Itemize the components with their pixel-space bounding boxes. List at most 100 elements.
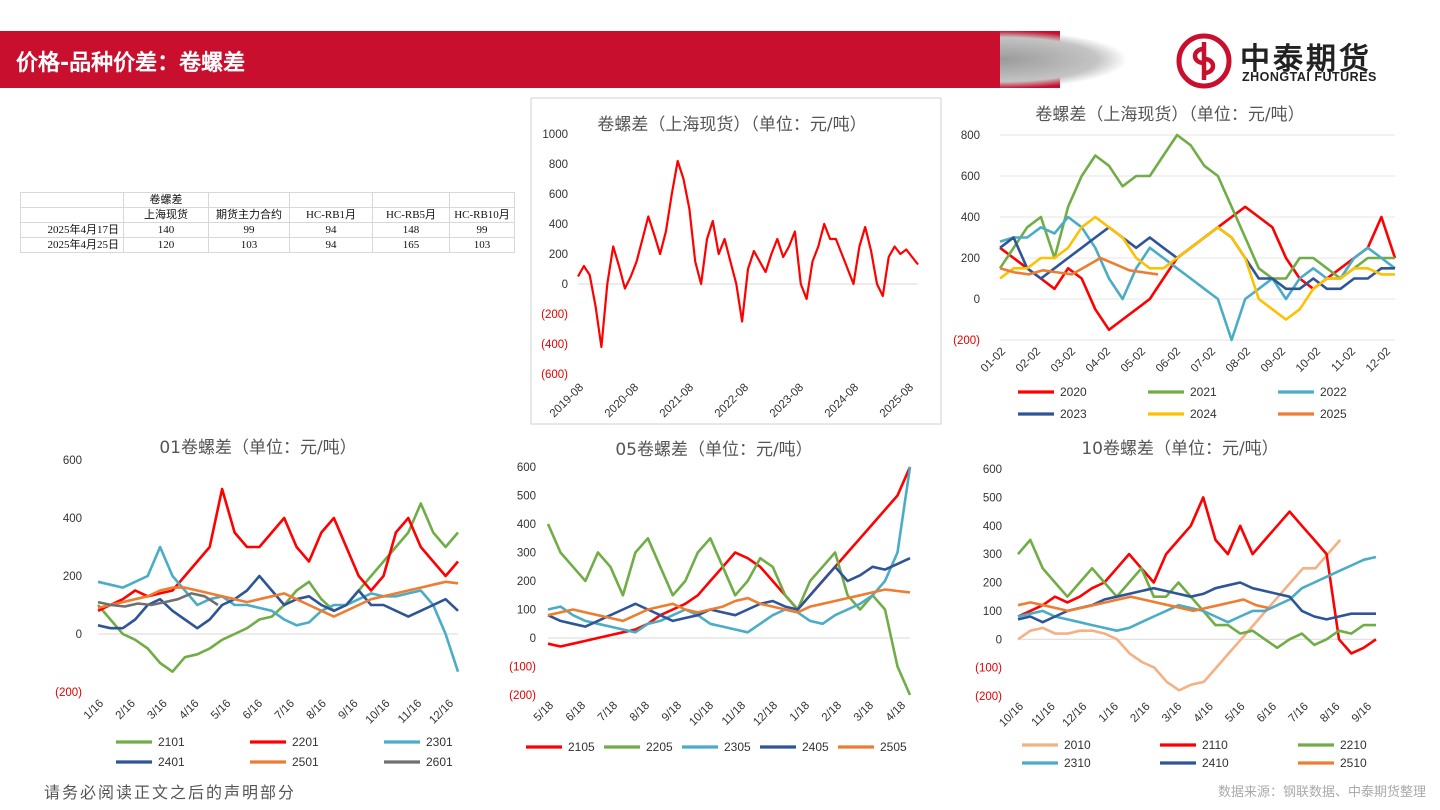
zhongtai-logo-icon [1176, 33, 1232, 89]
legend-label: 2510 [1340, 756, 1367, 770]
y-tick-label: 200 [517, 576, 536, 588]
y-tick-label: 1000 [542, 129, 568, 141]
y-tick-label: 400 [983, 521, 1002, 533]
legend-label: 2022 [1320, 385, 1347, 399]
header-shadow [1000, 31, 1125, 88]
y-tick-label: 100 [983, 606, 1002, 618]
x-tick-label: 3/16 [145, 698, 169, 722]
y-tick-label: 100 [517, 605, 536, 617]
x-tick-label: 5/16 [209, 698, 233, 722]
x-tick-label: 5/16 [1223, 701, 1247, 725]
y-tick-label: 500 [983, 492, 1002, 504]
y-tick-label: 600 [983, 464, 1002, 476]
footer-source: 数据来源：钢联数据、中泰期货整理 [1217, 785, 1426, 800]
cell-value: 140 [123, 222, 209, 238]
chart-title: 卷螺差（上海现货）（单位：元/吨） [597, 115, 866, 135]
x-tick-label: 09-02 [1259, 346, 1288, 375]
x-tick-label: 11-02 [1329, 346, 1358, 375]
logo-text-cn: 中泰期货 [1240, 42, 1372, 77]
legend-label: 2105 [568, 740, 595, 754]
x-tick-label: 02-02 [1014, 346, 1043, 375]
cell-value: 148 [372, 222, 450, 238]
legend-label: 2025 [1320, 407, 1347, 421]
x-tick-label: 4/16 [1192, 701, 1216, 725]
series-line-2210 [1017, 538, 1376, 650]
y-tick-label: 300 [983, 549, 1002, 561]
x-tick-label: 7/16 [1287, 701, 1311, 725]
legend-label: 2201 [292, 735, 319, 749]
y-tick-label: 0 [996, 634, 1002, 646]
chart-yearly: 卷螺差（上海现货）（单位：元/吨） 800 600 400 200 0 (200)01-02… [953, 105, 1397, 421]
chart-legend: 2101 2201 2301 2401 2501 2601 [116, 735, 453, 769]
legend-label: 2010 [1064, 738, 1091, 752]
series-line-2105 [547, 466, 912, 648]
legend-label: 2305 [724, 740, 751, 754]
y-tick-label: 400 [549, 219, 568, 231]
legend-label: 2301 [426, 735, 453, 749]
y-tick-label: (200) [975, 691, 1002, 703]
x-tick-label: 12/16 [427, 698, 456, 727]
y-tick-label: 400 [63, 513, 82, 525]
legend-label: 2401 [158, 755, 185, 769]
x-tick-label: 01-02 [979, 346, 1008, 375]
table-row: 2025年4月17日 140 99 94 148 99 [20, 222, 515, 238]
legend-label: 2101 [158, 735, 185, 749]
y-tick-label: 400 [961, 212, 980, 224]
y-tick-label: 0 [530, 633, 536, 645]
chart-c10: 10卷螺差（单位：元/吨） 600 500 400 300 200 100 0 (100) (20… [975, 439, 1377, 770]
y-tick-label: (600) [541, 369, 568, 381]
x-tick-label: 9/18 [660, 700, 684, 724]
y-tick-label: 200 [961, 253, 980, 265]
table-row: 2025年4月25日 120 103 94 165 103 [20, 237, 515, 253]
column-header: 期货主力合约 [208, 207, 290, 223]
cell-value: 165 [372, 237, 450, 253]
x-tick-label: 1/16 [1097, 701, 1121, 725]
series-line-2110 [1017, 496, 1377, 655]
x-tick-label: 8/16 [305, 698, 329, 722]
series-line-2101 [97, 502, 459, 674]
x-tick-label: 4/18 [884, 700, 908, 724]
y-tick-label: 500 [517, 491, 536, 503]
x-tick-label: 6/16 [241, 698, 265, 722]
series-line-2024 [999, 215, 1395, 321]
legend-label: 2501 [292, 755, 319, 769]
x-tick-label: 11/16 [396, 698, 424, 726]
y-tick-label: (200) [953, 335, 980, 347]
series-line-2010 [1017, 539, 1342, 692]
series-line-2305 [547, 466, 912, 634]
x-tick-label: 07-02 [1189, 346, 1218, 375]
series-line-2021 [998, 133, 1395, 280]
x-tick-label: 10/16 [364, 698, 393, 727]
x-tick-label: 8/18 [628, 700, 652, 724]
y-tick-label: (200) [55, 687, 82, 699]
legend-label: 2310 [1064, 756, 1091, 770]
series-line-2201 [97, 487, 459, 612]
x-tick-label: 05-02 [1119, 346, 1148, 375]
y-tick-label: (200) [541, 309, 568, 321]
column-header: 上海现货 [123, 207, 209, 223]
logo-text-en: ZHONGTAI FUTURES [1242, 70, 1377, 84]
chart-legend: 2105 2205 2305 2405 2505 [526, 740, 907, 754]
series-line-2401 [97, 574, 459, 630]
x-tick-label: 6/18 [564, 700, 588, 724]
footer-disclaimer: 请务必阅读正文之后的声明部分 [44, 783, 297, 802]
series-line-2505 [547, 588, 911, 623]
cell-value: 120 [123, 237, 209, 253]
header-bar [0, 31, 1060, 88]
series-line-2510 [1017, 595, 1269, 613]
x-tick-label: 06-02 [1154, 346, 1183, 375]
legend-label: 2024 [1190, 407, 1217, 421]
y-tick-label: (100) [975, 663, 1002, 675]
x-tick-label: 9/16 [1350, 701, 1374, 725]
y-tick-label: 800 [961, 130, 980, 142]
x-tick-label: 10-02 [1294, 346, 1323, 375]
x-tick-label: 11/16 [1030, 701, 1058, 729]
y-tick-label: 600 [63, 455, 82, 467]
cell-value: 103 [449, 237, 515, 253]
chart-spot: 卷螺差（上海现货）（单位：元/吨） 1000 800 600 400 200 0 (200) (… [530, 97, 942, 425]
x-tick-label: 12-02 [1364, 346, 1393, 375]
series-line-2301 [97, 545, 460, 673]
y-tick-label: 300 [517, 548, 536, 560]
legend-label: 2205 [646, 740, 673, 754]
